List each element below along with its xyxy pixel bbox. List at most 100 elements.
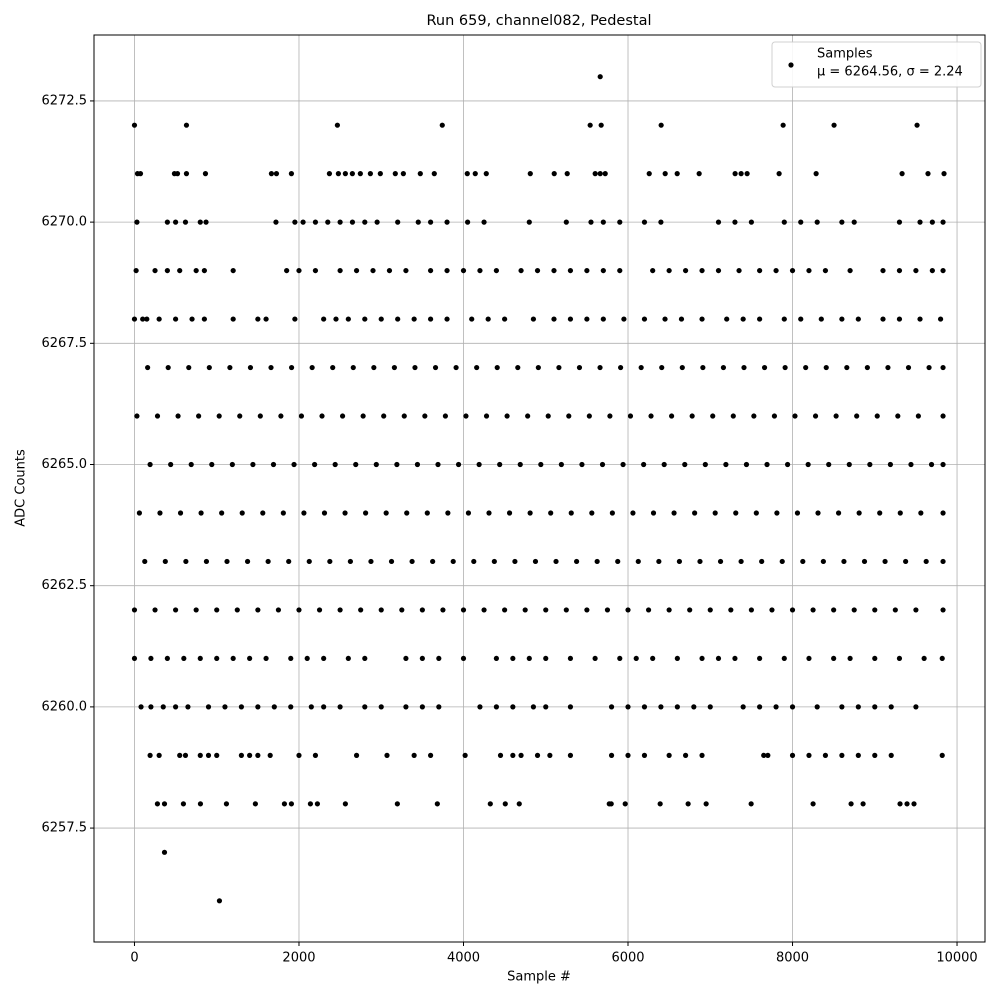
point xyxy=(321,704,327,710)
point xyxy=(345,655,351,662)
point xyxy=(349,219,356,225)
point xyxy=(707,607,713,613)
point xyxy=(460,655,467,662)
legend-note: μ = 6264.56, σ = 2.24 xyxy=(817,65,963,80)
point xyxy=(895,413,901,419)
point xyxy=(661,461,667,468)
point xyxy=(148,655,154,662)
point xyxy=(223,801,230,807)
point xyxy=(703,801,709,807)
point xyxy=(861,558,868,565)
point xyxy=(161,801,168,807)
point xyxy=(440,607,446,613)
point xyxy=(412,364,418,371)
point xyxy=(404,510,410,516)
point xyxy=(164,219,170,225)
point xyxy=(771,413,778,419)
y-tick-label: 6265.0 xyxy=(42,457,88,472)
point xyxy=(432,364,439,371)
point xyxy=(733,510,739,516)
point xyxy=(172,607,179,613)
point xyxy=(476,461,482,468)
point xyxy=(525,413,531,419)
point xyxy=(848,801,854,807)
point xyxy=(247,752,253,758)
point xyxy=(349,171,355,177)
point xyxy=(342,510,348,516)
point xyxy=(288,171,295,177)
point xyxy=(464,171,470,177)
point xyxy=(460,607,467,613)
point xyxy=(823,364,829,371)
point xyxy=(584,316,590,322)
point xyxy=(255,752,261,758)
point xyxy=(602,171,608,177)
point xyxy=(383,510,389,516)
y-axis-label: ADC Counts xyxy=(14,449,29,527)
point xyxy=(658,122,664,128)
point xyxy=(696,171,702,177)
point xyxy=(183,122,190,128)
y-tick-label: 6257.5 xyxy=(42,821,88,836)
point xyxy=(732,219,738,225)
point xyxy=(820,558,826,565)
point xyxy=(855,316,861,322)
point xyxy=(860,801,866,807)
point xyxy=(403,655,409,662)
point xyxy=(579,461,585,468)
point xyxy=(131,655,138,662)
point xyxy=(659,364,665,371)
point xyxy=(371,364,377,371)
point xyxy=(563,607,569,613)
point xyxy=(450,558,456,565)
point xyxy=(789,267,796,274)
point xyxy=(444,267,450,274)
point xyxy=(518,267,524,274)
point xyxy=(822,752,829,758)
point xyxy=(538,461,544,468)
point xyxy=(682,752,689,758)
point xyxy=(679,364,685,371)
point xyxy=(140,316,146,322)
point xyxy=(362,704,368,710)
point xyxy=(363,510,369,516)
point xyxy=(794,510,801,516)
point xyxy=(689,413,695,419)
point xyxy=(940,510,946,516)
point xyxy=(699,752,705,758)
point xyxy=(810,801,816,807)
point xyxy=(154,413,161,419)
point xyxy=(268,364,274,371)
point xyxy=(238,704,245,710)
point xyxy=(573,558,580,565)
point xyxy=(782,364,788,371)
point xyxy=(597,364,603,371)
point xyxy=(917,219,923,225)
point xyxy=(330,364,336,371)
point xyxy=(740,316,746,322)
point xyxy=(444,316,450,322)
point xyxy=(198,510,204,516)
point xyxy=(181,655,187,662)
point xyxy=(526,655,532,662)
point xyxy=(608,801,614,807)
point xyxy=(353,752,360,758)
point xyxy=(662,316,668,322)
point xyxy=(707,704,713,710)
chart-title: Run 659, channel082, Pedestal xyxy=(426,13,651,29)
point xyxy=(174,171,181,177)
point xyxy=(584,607,590,613)
point xyxy=(587,122,593,128)
point xyxy=(618,364,624,371)
point xyxy=(744,171,750,177)
point xyxy=(477,267,483,274)
point xyxy=(872,752,878,758)
point xyxy=(485,316,491,322)
point xyxy=(765,752,771,758)
point xyxy=(147,752,153,758)
point xyxy=(203,558,210,565)
point xyxy=(377,171,383,177)
point xyxy=(941,171,947,177)
point xyxy=(255,607,261,613)
point xyxy=(597,74,603,80)
